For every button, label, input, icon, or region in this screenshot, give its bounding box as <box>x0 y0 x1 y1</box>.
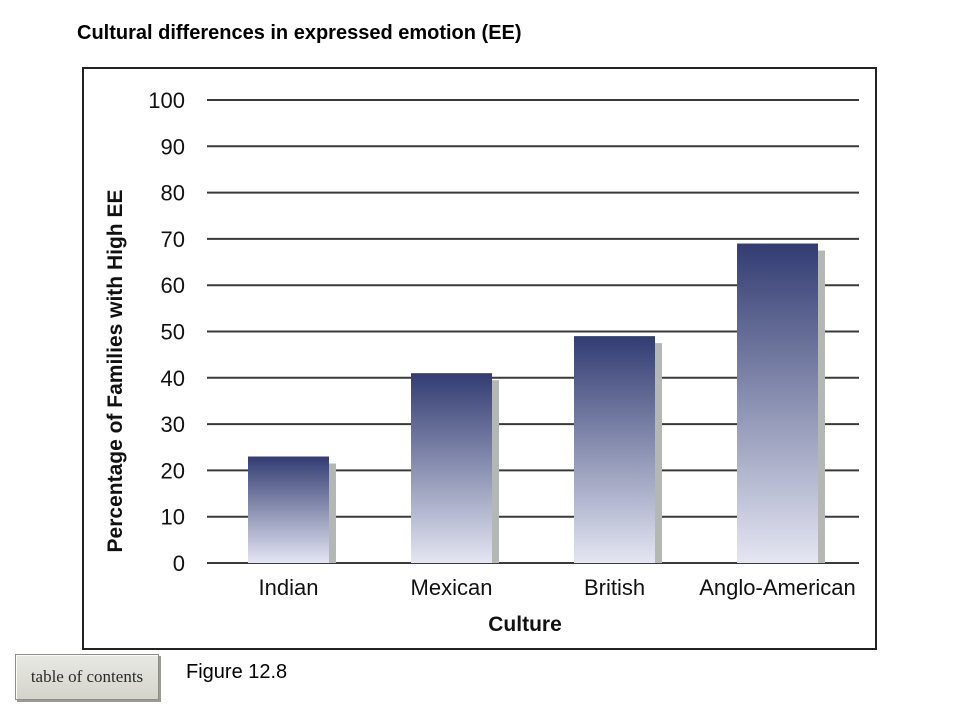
y-tick-label: 80 <box>161 181 185 206</box>
x-tick-label: Anglo-American <box>699 575 856 600</box>
y-tick-label: 90 <box>161 134 185 159</box>
y-tick-label: 0 <box>173 551 185 576</box>
x-tick-label: British <box>584 575 645 600</box>
bar-chart: 0 10 20 30 40 50 60 70 80 90 100 Indian Mexican Briti… <box>104 88 859 636</box>
bar-mexican <box>411 373 492 563</box>
y-tick-label: 20 <box>161 458 185 483</box>
y-tick-label: 30 <box>161 412 185 437</box>
bar-british <box>574 336 655 563</box>
y-tick-label: 70 <box>161 227 185 252</box>
y-tick-label: 100 <box>148 88 185 113</box>
table-of-contents-button[interactable]: table of contents <box>15 654 159 700</box>
x-axis-title: Culture <box>488 613 562 636</box>
chart-frame: 0 10 20 30 40 50 60 70 80 90 100 Indian Mexican Briti… <box>82 67 877 650</box>
x-tick-label: Indian <box>259 575 319 600</box>
slide-title: Cultural differences in expressed emotio… <box>77 22 522 44</box>
figure-caption: Figure 12.8 <box>186 661 288 683</box>
y-axis-title: Percentage of Families with High EE <box>104 190 127 553</box>
bar-anglo-american <box>737 243 818 563</box>
y-tick-label: 40 <box>161 366 185 391</box>
bar-indian <box>248 456 329 563</box>
y-tick-label: 60 <box>161 273 185 298</box>
x-tick-label: Mexican <box>411 575 493 600</box>
y-tick-label: 50 <box>161 320 185 345</box>
y-tick-label: 10 <box>161 505 185 530</box>
